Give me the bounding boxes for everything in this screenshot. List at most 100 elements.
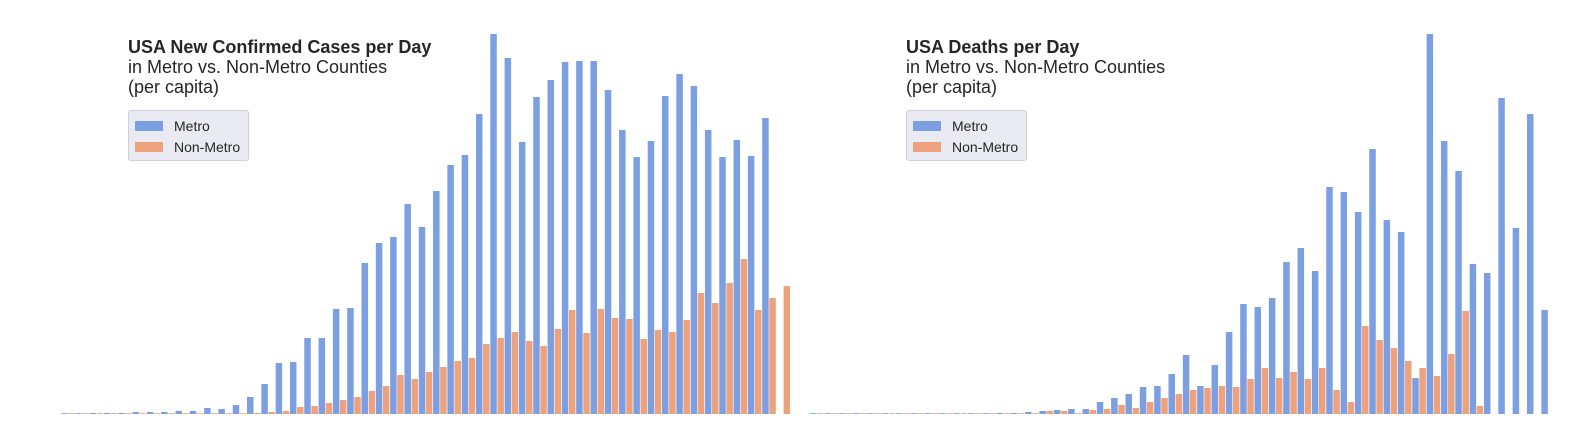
deaths-metro-bar-16 (1039, 411, 1046, 414)
deaths-metro-bar-13 (996, 413, 1003, 414)
cases-non-metro-bar-49 (769, 298, 776, 414)
deaths-metro-bar-46 (1469, 264, 1477, 414)
cases-title-block: USA New Confirmed Cases per Day in Metro… (128, 37, 431, 97)
deaths-non-metro-bar-15 (1032, 413, 1039, 414)
deaths-metro-bar-8 (924, 413, 932, 414)
deaths-metro-bar-44 (1440, 141, 1448, 414)
deaths-metro-bar-20 (1096, 402, 1104, 414)
cases-non-metro-bar-1 (82, 413, 89, 414)
cases-non-metro-bar-13 (254, 413, 261, 414)
cases-non-metro-bar-12 (239, 413, 247, 414)
cases-non-metro-bar-16 (297, 407, 304, 414)
deaths-metro-bar-26 (1182, 355, 1190, 414)
deaths-non-metro-bar-8 (931, 413, 939, 414)
deaths-non-metro-bar-28 (1218, 386, 1226, 414)
cases-metro-bar-10 (204, 408, 211, 414)
deaths-non-metro-bar-5 (888, 413, 896, 414)
cases-chart-subtitle-1: in Metro vs. Non-Metro Counties (128, 57, 388, 77)
deaths-metro-bar-3 (853, 413, 860, 414)
deaths-chart-subtitle-1: in Metro vs. Non-Metro Counties (906, 57, 1166, 77)
deaths-non-metro-bar-24 (1161, 398, 1168, 414)
deaths-metro-bar-22 (1125, 394, 1132, 414)
deaths-metro-bar-35 (1311, 271, 1319, 414)
cases-metro-bar-47 (733, 140, 741, 414)
deaths-metro-bar-47 (1483, 273, 1491, 414)
deaths-non-metro-bar-46 (1476, 406, 1484, 414)
cases-metro-bar-12 (232, 405, 240, 414)
deaths-non-metro-bar-36 (1333, 390, 1340, 414)
deaths-bar-chart (810, 34, 1548, 414)
cases-non-metro-bar-25 (425, 372, 433, 414)
cases-non-metro-bar-34 (554, 329, 562, 414)
cases-metro-bar-9 (189, 411, 197, 414)
cases-non-metro-bar-24 (411, 379, 419, 414)
deaths-metro-bar-0 (810, 413, 817, 414)
metro-swatch (135, 120, 163, 131)
cases-metro-bar-38 (604, 90, 612, 414)
deaths-non-metro-bar-18 (1075, 413, 1082, 414)
deaths-metro-bar-28 (1211, 365, 1219, 414)
deaths-non-metro-bar-7 (917, 413, 924, 414)
deaths-non-metro-bar-1 (831, 413, 838, 414)
deaths-metro-bar-38 (1354, 212, 1362, 414)
deaths-non-metro-bar-27 (1204, 388, 1211, 414)
deaths-non-metro-bar-26 (1189, 390, 1197, 414)
cases-non-metro-bar-42 (669, 332, 676, 414)
cases-non-metro-bar-43 (683, 320, 690, 414)
cases-metro-bar-20 (347, 308, 354, 414)
deaths-metro-bar-37 (1340, 192, 1348, 414)
cases-metro-bar-33 (533, 97, 540, 414)
deaths-metro-bar-32 (1268, 298, 1276, 414)
deaths-legend-label-metro: Metro (952, 117, 988, 134)
deaths-non-metro-bar-12 (989, 413, 996, 414)
deaths-non-metro-bar-0 (817, 413, 824, 414)
deaths-metro-bar-15 (1025, 412, 1032, 414)
cases-metro-bar-22 (375, 243, 383, 414)
deaths-metro-bar-6 (896, 413, 903, 414)
cases-metro-bar-13 (247, 397, 254, 414)
cases-non-metro-bar-44 (697, 293, 705, 414)
cases-non-metro-bar-26 (440, 367, 447, 414)
deaths-metro-bar-23 (1139, 387, 1147, 414)
deaths-metro-bar-45 (1455, 171, 1462, 414)
cases-non-metro-bar-27 (454, 361, 461, 414)
deaths-non-metro-bar-33 (1290, 372, 1297, 414)
cases-non-metro-bar-4 (125, 413, 132, 414)
cases-legend: Metro Non-Metro (128, 110, 250, 161)
cases-metro-bar-31 (504, 58, 512, 414)
cases-metro-bar-40 (633, 157, 640, 414)
cases-metro-bar-3 (103, 413, 111, 414)
cases-metro-bar-30 (490, 34, 497, 414)
cases-non-metro-bar-22 (382, 386, 390, 414)
deaths-non-metro-bar-21 (1118, 405, 1125, 414)
cases-non-metro-bar-41 (654, 330, 662, 414)
deaths-metro-bar-39 (1369, 149, 1376, 414)
cases-metro-bar-43 (676, 74, 683, 414)
deaths-metro-bar-33 (1283, 262, 1290, 414)
cases-non-metro-bar-48 (754, 310, 762, 414)
cases-metro-bar-16 (289, 362, 297, 414)
deaths-title-block: USA Deaths per Day in Metro vs. Non-Metr… (906, 37, 1165, 97)
deaths-legend-item-metro: Metro (913, 115, 1018, 136)
cases-metro-bar-42 (662, 96, 669, 414)
non-metro-swatch (135, 141, 163, 152)
deaths-non-metro-bar-30 (1247, 379, 1254, 414)
deaths-non-metro-bar-16 (1046, 411, 1054, 414)
cases-legend-label-non-metro: Non-Metro (174, 138, 241, 155)
deaths-metro-bar-21 (1111, 398, 1118, 414)
cases-non-metro-bar-32 (526, 341, 533, 414)
cases-metro-bar-14 (261, 384, 268, 414)
deaths-metro-bar-14 (1010, 413, 1018, 414)
cases-non-metro-bar-11 (225, 413, 233, 414)
deaths-metro-bar-43 (1426, 34, 1434, 414)
deaths-metro-bar-9 (939, 413, 946, 414)
deaths-non-metro-bar-11 (974, 413, 982, 414)
deaths-metro-bar-34 (1297, 248, 1305, 414)
metro-swatch (913, 120, 941, 131)
deaths-metro-bar-41 (1397, 232, 1405, 414)
cases-metro-bar-39 (619, 130, 626, 414)
deaths-non-metro-bar-9 (946, 413, 953, 414)
deaths-non-metro-bar-17 (1060, 411, 1068, 414)
cases-non-metro-bar-10 (211, 413, 218, 414)
deaths-chart-panel: USA Deaths per Day in Metro vs. Non-Metr… (790, 0, 1584, 432)
